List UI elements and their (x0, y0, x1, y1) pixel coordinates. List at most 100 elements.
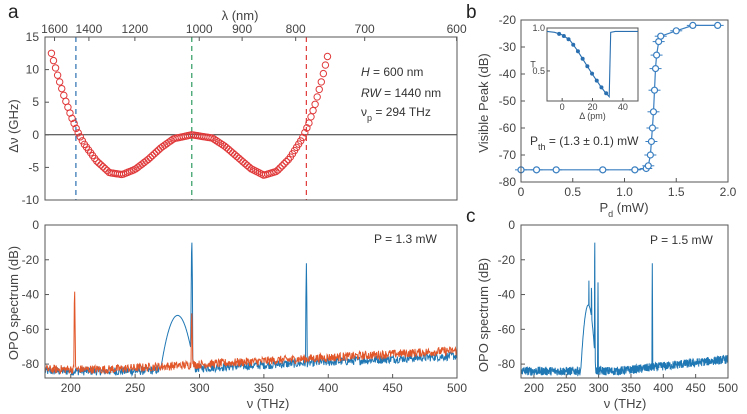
c-xtick-label: 450 (686, 381, 706, 395)
data-point (272, 167, 280, 176)
c-frame (520, 224, 729, 379)
a-bottom-ytick-label: -20 (22, 253, 40, 267)
c-xtick-label: 350 (621, 381, 641, 395)
b-data-point (689, 21, 697, 29)
inset-ylabel: T (530, 60, 536, 70)
data-point (303, 124, 311, 132)
panel-b-frame (520, 19, 729, 183)
data-point (47, 49, 56, 57)
top-tick-label: 1400 (76, 22, 103, 36)
c-series-0 (520, 242, 729, 377)
c-xtick-label: 250 (556, 381, 576, 395)
b-ytick-label: -60 (499, 121, 517, 135)
data-point (55, 78, 64, 86)
panel-b-ylabel: Visible Peak (dB) (476, 53, 491, 152)
panel-a-bottom-xlabel: ν (THz) (247, 396, 290, 411)
c-xtick-label: 300 (589, 381, 609, 395)
panel-c-ylabel: OPO spectrum (dB) (476, 258, 491, 372)
data-point (311, 100, 319, 108)
a-bottom-xtick-label: 500 (447, 381, 467, 395)
data-point (309, 106, 317, 115)
data-point (278, 162, 286, 170)
c-xtick-label: 400 (653, 381, 673, 395)
data-point (70, 119, 78, 128)
a-bottom-xtick-label: 300 (189, 381, 209, 395)
data-point (315, 85, 323, 94)
b-data-point (651, 64, 660, 73)
inset-frame (546, 27, 639, 102)
b-data-point (657, 32, 665, 40)
data-point (60, 91, 68, 100)
inset-data-point (561, 34, 566, 39)
panel-a-bottom-ylabel: OPO spectrum (dB) (6, 246, 21, 360)
ytick-label-a-top: 10 (26, 63, 40, 77)
inset-data-point (604, 91, 609, 96)
data-point (276, 164, 284, 172)
data-point (101, 164, 109, 173)
panel-b-threshold: Pth = (1.3 ± 0.1) mW (530, 134, 639, 152)
b-ytick-label: -50 (499, 94, 517, 108)
panel-label-c: c (466, 206, 476, 227)
c-ytick-label: -60 (498, 322, 516, 336)
panel-a-ylabel: Δν (GHz) (6, 99, 21, 152)
inset-data-point (575, 49, 580, 54)
data-point (97, 161, 105, 169)
inset-xtick-label: 0 (560, 102, 565, 112)
panel-a-top-frame (44, 36, 458, 201)
a-bottom-xtick-label: 350 (254, 381, 274, 395)
top-tick-label: 800 (286, 22, 306, 36)
b-data-point (646, 151, 654, 159)
data-point (76, 133, 84, 141)
inset-data-point (557, 31, 562, 36)
data-point (274, 166, 282, 174)
b-xtick-label: 0 (518, 185, 525, 199)
data-point (72, 124, 80, 133)
data-point (78, 137, 87, 145)
panel-a-top-xlabel: λ (nm) (222, 8, 259, 23)
data-point (282, 157, 290, 166)
ytick-label-a-top: -10 (22, 193, 40, 207)
top-tick-label: 600 (447, 22, 467, 36)
data-point (208, 134, 216, 142)
annotation-2: νp = 294 THz (361, 105, 431, 123)
inset-data-point (580, 56, 585, 61)
a-bottom-ytick-label: -40 (22, 288, 40, 302)
b-ytick-label: -20 (499, 13, 517, 27)
data-point (319, 69, 328, 78)
data-point (51, 64, 60, 72)
data-point (317, 78, 325, 86)
data-point (148, 151, 157, 160)
data-point (99, 163, 107, 171)
data-point (144, 155, 152, 164)
data-point (280, 160, 288, 168)
data-point (301, 128, 309, 137)
b-data-point (649, 108, 658, 116)
data-point (150, 150, 159, 158)
ytick-label-a-top: 5 (32, 95, 39, 109)
dispersion-series (47, 49, 332, 179)
a-bottom-frame (44, 224, 458, 379)
b-xtick-label: 1.5 (668, 185, 685, 199)
c-ytick-label: -20 (498, 253, 516, 267)
a-bottom-ytick-label: -60 (22, 322, 40, 336)
b-data-point (647, 137, 656, 146)
panel-label-a: a (8, 2, 19, 23)
inset-data-point (594, 78, 599, 83)
data-point (299, 133, 307, 142)
b-data-point (672, 27, 680, 35)
b-data-point (644, 162, 652, 170)
a-bottom-ytick-label: -80 (22, 357, 40, 371)
inset-data-point (571, 42, 576, 47)
data-point (49, 56, 58, 65)
data-point (307, 113, 315, 121)
data-point (321, 61, 330, 69)
a-bottom-ytick-label: 0 (32, 218, 39, 232)
b-ytick-label: -80 (499, 175, 517, 189)
top-tick-label: 1000 (186, 22, 213, 36)
b-ytick-label: -70 (499, 148, 517, 162)
data-point (95, 159, 103, 167)
b-data-point (652, 51, 661, 59)
inset-data-point (585, 64, 590, 69)
top-tick-label: 900 (232, 22, 252, 36)
